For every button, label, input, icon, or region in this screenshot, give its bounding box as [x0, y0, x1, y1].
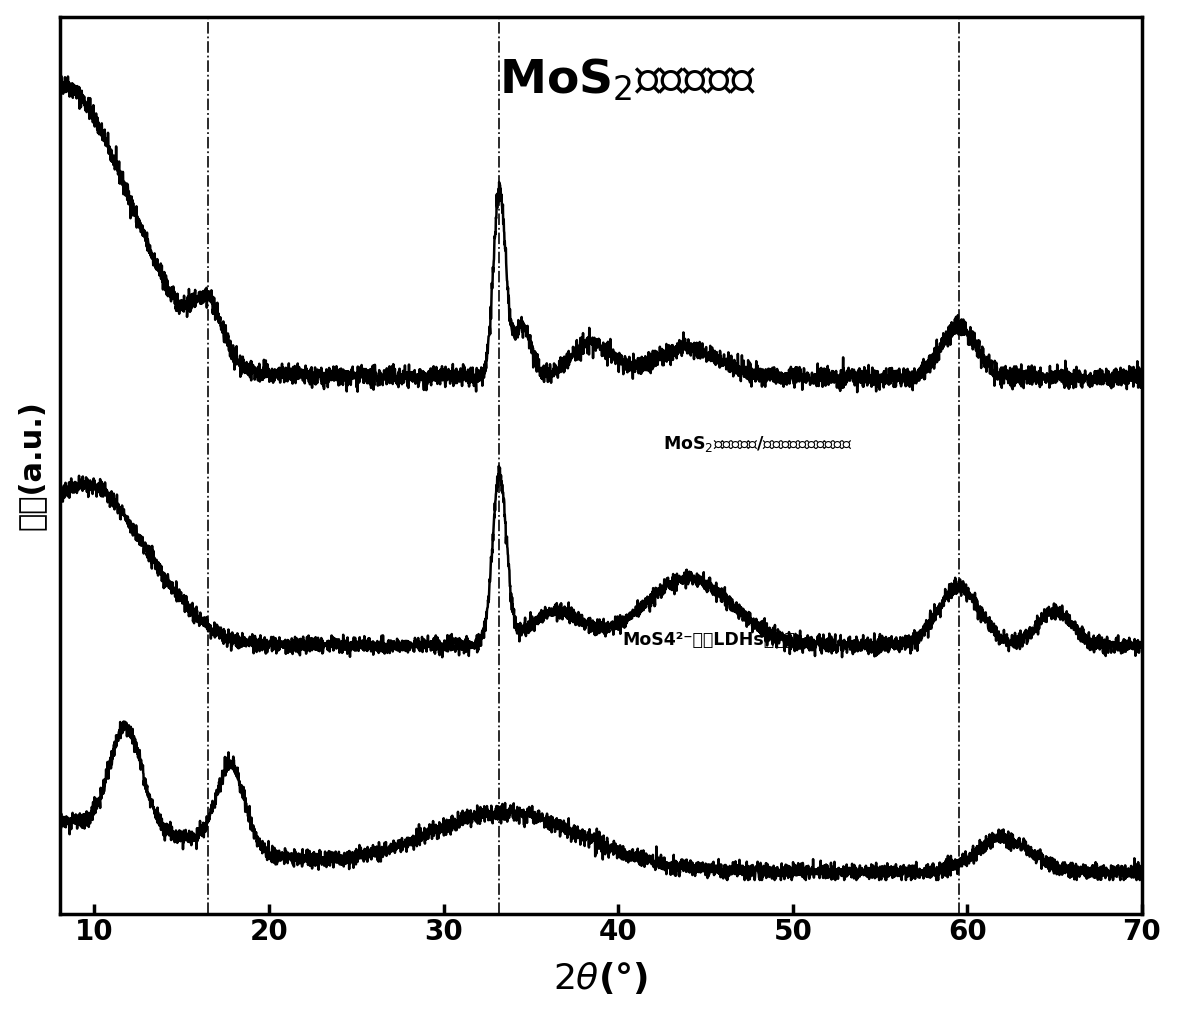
Text: MoS4²⁻插层LDHs复合物: MoS4²⁻插层LDHs复合物 — [622, 631, 795, 649]
Y-axis label: 强度(a.u.): 强度(a.u.) — [16, 400, 46, 530]
Text: MoS$_2$单层纳米片: MoS$_2$单层纳米片 — [499, 57, 756, 103]
Text: MoS$_2$单层纳米片/混合金属氧化物复合物: MoS$_2$单层纳米片/混合金属氧化物复合物 — [663, 434, 853, 454]
X-axis label: $2\theta$(°): $2\theta$(°) — [554, 960, 648, 997]
